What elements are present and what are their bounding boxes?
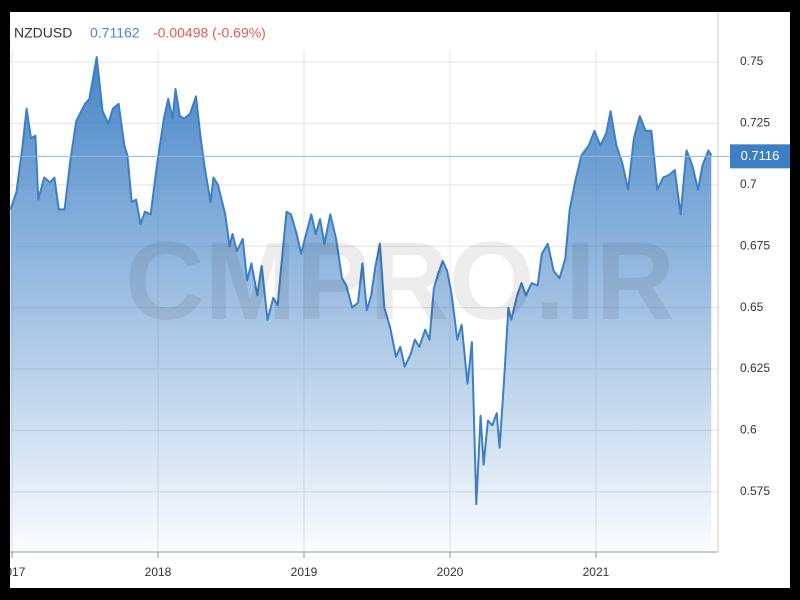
area: [10, 57, 712, 552]
watermark: CMPRO.IR: [125, 220, 675, 343]
y-tick-label: 0.65: [740, 300, 764, 314]
symbol: NZDUSD: [14, 25, 72, 41]
y-tick-label: 0.75: [740, 54, 764, 68]
y-tick-label: 0.725: [740, 116, 770, 130]
x-tick-label: 2019: [291, 565, 318, 579]
y-tick-label: 0.675: [740, 238, 770, 252]
x-tick-label: 2020: [437, 565, 464, 579]
price-tag-label: 0.7116: [741, 148, 780, 163]
x-tick-label: 2017: [0, 565, 26, 579]
x-tick-label: 2021: [583, 565, 610, 579]
price-tag: [730, 144, 790, 169]
y-tick-label: 0.7: [740, 177, 757, 191]
last-price: 0.71162: [90, 25, 140, 41]
price-change: -0.00498 (-0.69%): [153, 25, 266, 41]
line: [10, 56, 713, 506]
y-tick-label: 0.6: [740, 423, 757, 437]
x-tick-label: 2018: [145, 565, 172, 579]
y-tick-label: 0.625: [740, 361, 770, 375]
y-tick-label: 0.575: [740, 484, 770, 498]
